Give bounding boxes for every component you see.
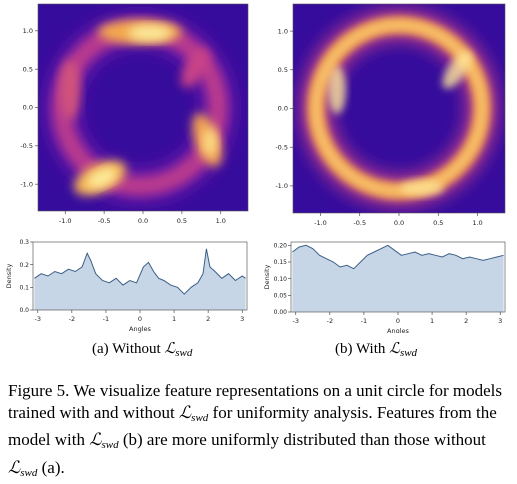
x-tick-label: 1.0	[216, 217, 226, 225]
y-tick-label: 0.5	[23, 65, 33, 73]
y-tick-label: 0.0	[278, 105, 288, 113]
x-tick-label: -1.0	[314, 219, 327, 227]
loss-symbol: ℒ	[8, 457, 21, 477]
x-tick-label: 1	[172, 315, 176, 323]
subcaption-b-prefix: (b) With	[335, 341, 386, 357]
y-tick-label: 0.05	[274, 293, 288, 300]
y-tick-label: -0.5	[275, 143, 288, 151]
x-tick-label: 3	[498, 317, 502, 325]
loss-symbol: ℒ	[164, 341, 176, 357]
x-tick-label: 0	[396, 317, 400, 325]
loss-subscript: swd	[175, 347, 193, 359]
x-tick-label: -2	[327, 317, 333, 325]
figure-label: Figure 5.	[8, 381, 70, 400]
density-line	[292, 244, 504, 270]
y-tick-label: 0.20	[274, 243, 288, 250]
x-tick-label: -1	[361, 317, 367, 325]
loss-symbol: ℒ	[389, 341, 400, 357]
y-tick-label: 0.5	[278, 66, 288, 74]
x-tick-label: -0.5	[353, 219, 366, 227]
x-tick-label: 2	[464, 317, 468, 325]
heatmap-b: -1.0 -0.5 0.0 0.5 1.0 1.0 0.5 0.0 -0.5 -1.0	[262, 0, 517, 228]
density-a-svg: -3 -2 -1 0 1 2 3 0.0 0.1 0.2 0.3 Angles Density	[5, 239, 248, 333]
y-tick-label: 0.0	[23, 104, 33, 112]
y-tick-label: 0.3	[19, 239, 29, 246]
loss-subscript: swd	[20, 466, 38, 479]
y-tick-label: 0.0	[19, 307, 29, 314]
y-tick-label: 0.10	[274, 276, 288, 283]
x-tick-label: -0.5	[98, 217, 111, 225]
x-axis-label: Angles	[387, 327, 409, 333]
loss-subscript: swd	[191, 411, 209, 424]
x-tick-label: -3	[293, 317, 299, 325]
loss-symbol: ℒ	[89, 430, 102, 449]
y-tick-label: -1.0	[275, 182, 288, 190]
density-b-svg: -3 -2 -1 0 1 2 3 0.00 0.05 0.10 0.15 0.20 Angles Dens…	[263, 241, 506, 335]
subcaption-a: (a) Without ℒswd	[92, 339, 192, 359]
x-tick-label: 0.0	[138, 217, 148, 225]
x-tick-label: 1	[430, 317, 434, 325]
heatmap-a-svg: -1.0 -0.5 0.0 0.5 1.0 1.0 0.5 0.0 -0.5 -1.0	[20, 3, 249, 225]
x-tick-label: 0.5	[433, 219, 443, 227]
subcaption-b: (b) With ℒswd	[335, 339, 417, 359]
y-tick-label: -0.5	[20, 142, 33, 150]
density-b: -3 -2 -1 0 1 2 3 0.00 0.05 0.10 0.15 0.20 Angles Dens…	[262, 233, 517, 335]
x-tick-label: 0.0	[394, 219, 404, 227]
caption-text-3: (b) are more uniformly distributed than …	[122, 430, 486, 449]
y-tick-label: 0.00	[274, 309, 288, 316]
density-area	[34, 248, 246, 310]
x-tick-label: 3	[240, 315, 244, 323]
y-tick-label: -1.0	[20, 180, 33, 188]
x-tick-label: 0.5	[177, 217, 187, 225]
x-tick-label: 1.0	[472, 219, 482, 227]
density-a: -3 -2 -1 0 1 2 3 0.0 0.1 0.2 0.3 Angles Density	[0, 233, 255, 333]
caption-text-2: for uniformity analysis. Features from t…	[8, 402, 497, 450]
y-tick-label: 1.0	[278, 27, 288, 35]
heatmap-a: -1.0 -0.5 0.0 0.5 1.0 1.0 0.5 0.0 -0.5 -1.0	[0, 0, 255, 228]
y-tick-label: 0.1	[19, 285, 29, 292]
density-area	[292, 245, 504, 312]
x-tick-label: -1	[103, 315, 109, 323]
loss-subscript: swd	[399, 347, 418, 359]
y-axis-label: Density	[5, 263, 13, 288]
x-tick-label: -3	[35, 315, 41, 323]
subcaption-a-prefix: (a) Without	[92, 341, 161, 357]
x-tick-label: 0	[138, 315, 142, 323]
loss-symbol: ℒ	[178, 402, 192, 422]
y-tick-label: 0.15	[274, 259, 288, 266]
heatmap-b-svg: -1.0 -0.5 0.0 0.5 1.0 1.0 0.5 0.0 -0.5 -1.0	[275, 3, 506, 227]
caption-text-4: (a).	[41, 457, 65, 477]
x-tick-label: -2	[69, 315, 75, 323]
y-tick-label: 0.2	[19, 262, 29, 269]
caption-text-1: We visualize feature representations on …	[8, 381, 502, 422]
density-line	[34, 248, 246, 295]
x-tick-label: -1.0	[59, 217, 72, 225]
y-axis-label: Density	[263, 264, 271, 289]
y-tick-label: 1.0	[23, 27, 33, 35]
x-tick-label: 2	[206, 315, 210, 323]
figure-caption: Figure 5. We visualize feature represent…	[8, 380, 513, 484]
x-axis-label: Angles	[129, 325, 151, 333]
loss-subscript: swd	[101, 439, 119, 451]
